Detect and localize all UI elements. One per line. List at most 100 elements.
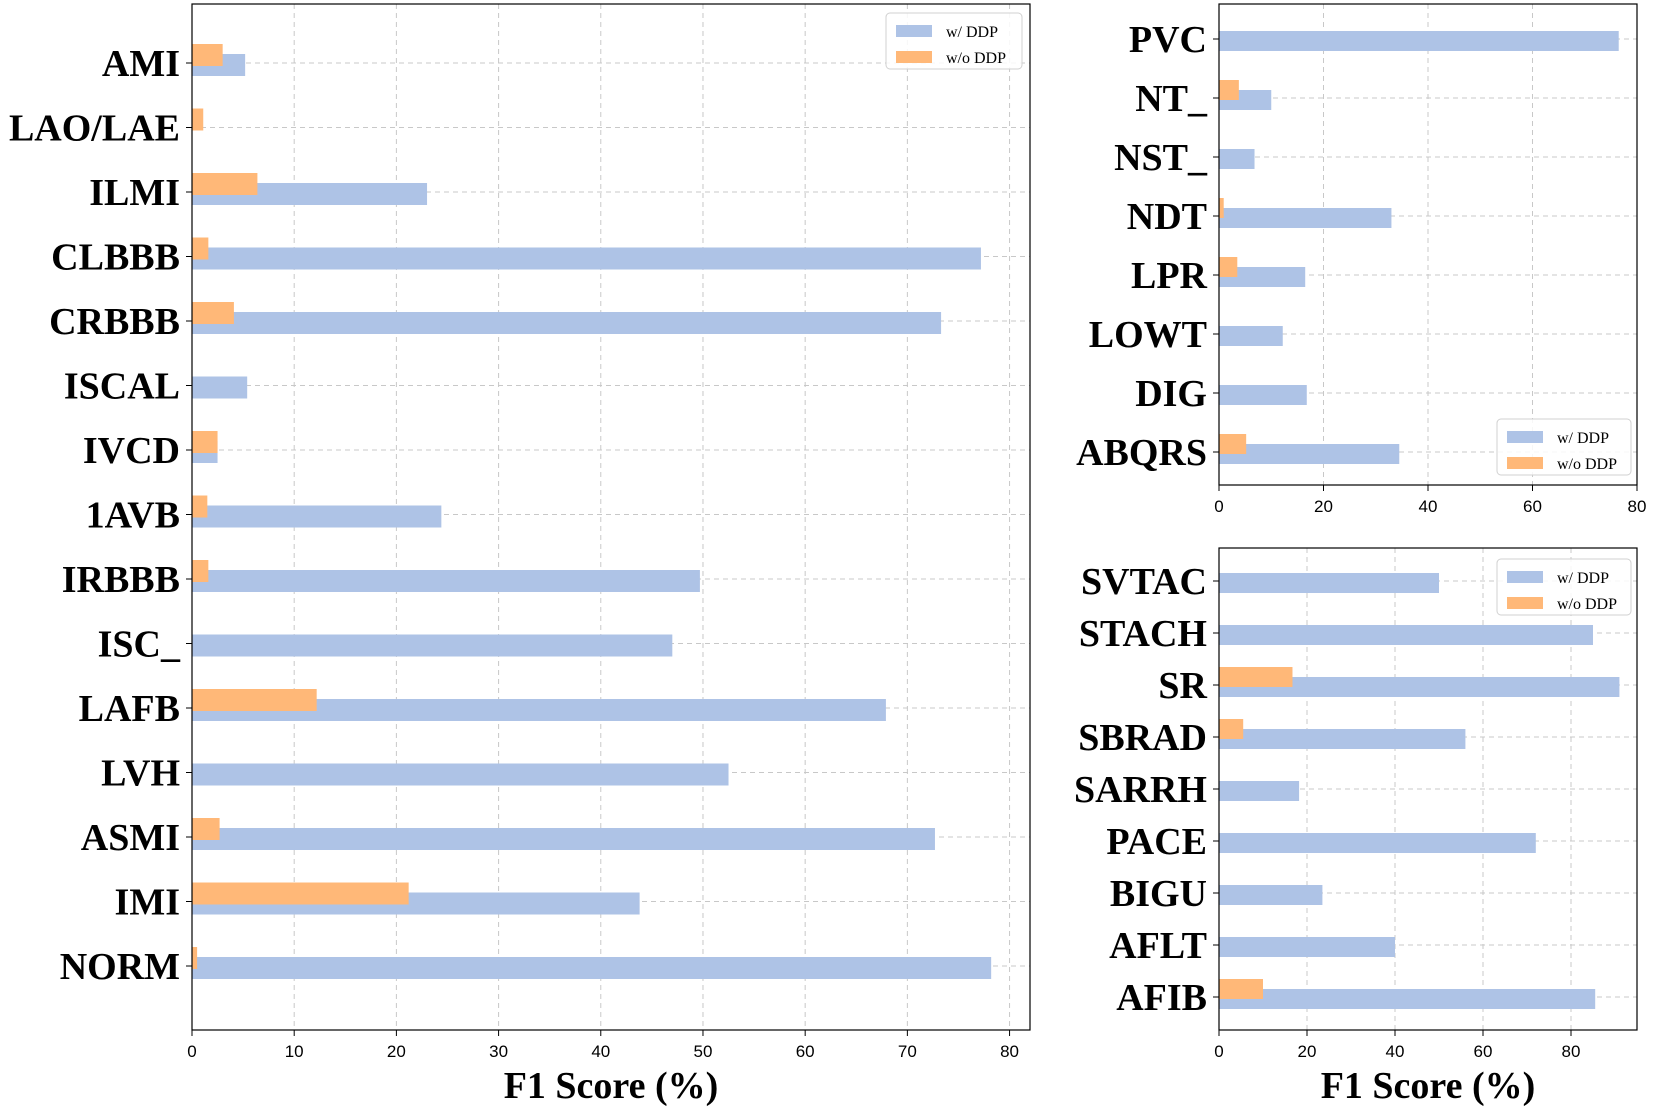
bar-with-ddp [1219,729,1466,749]
legend-label: w/o DDP [946,50,1006,67]
category-label: PVC [1129,19,1207,61]
bar-with-ddp [1219,833,1536,853]
category-label: ILMI [89,172,180,214]
bar-with-ddp [1219,885,1323,905]
x-tick-label: 70 [898,1042,917,1061]
bar-without-ddp [192,431,218,453]
chart-panel-left: AMI LAO/LAE ILMI CLBBB CRBBB ISCAL IVCD 1AVB IRB… [9,3,1031,1107]
legend-label: w/o DDP [1557,596,1617,613]
bar-with-ddp [192,505,442,528]
category-label: IVCD [83,430,180,472]
category-label: ISCAL [64,366,180,408]
category-label: SARRH [1074,769,1207,811]
legend: w/ DDP w/o DDP [1496,418,1632,476]
x-tick-label: 50 [694,1042,713,1061]
category-label: AFLT [1109,925,1207,967]
bar-without-ddp [1219,434,1247,454]
bar-without-ddp [192,302,234,324]
category-label: LPR [1131,255,1208,297]
bar-with-ddp [192,699,886,721]
bar-with-ddp [192,376,248,399]
plot-frame [191,3,1031,1031]
bar-without-ddp [192,237,209,260]
bar-with-ddp [192,634,673,657]
x-tick-label: 20 [1298,1042,1317,1061]
bar-without-ddp [192,495,208,518]
bar-without-ddp [192,947,198,969]
plot-frame [1218,547,1638,1031]
x-tick-label: 60 [1523,497,1542,516]
bar-with-ddp [192,312,942,334]
chart-panel-top-right: PVC NT_ NST_ NDT LPR LOWT DIG ABQRS 0 20 40 60 80 w/ … [1076,3,1646,516]
bar-with-ddp [1219,573,1439,593]
bar-with-ddp [1219,149,1255,169]
category-label: SR [1158,665,1207,707]
x-tick-label: 20 [387,1042,406,1061]
bar-with-ddp [1219,989,1596,1009]
legend-swatch [896,51,932,63]
category-label: NT_ [1135,78,1208,120]
legend: w/ DDP w/o DDP [885,12,1023,70]
bar-without-ddp [1219,257,1238,277]
category-label: AFIB [1116,977,1207,1019]
bar-with-ddp [1219,326,1283,346]
legend-label: w/o DDP [1557,456,1617,473]
legend-swatch [1507,571,1543,583]
category-label: LAO/LAE [9,108,180,150]
category-label: SVTAC [1081,561,1207,603]
x-tick-label: 40 [1419,497,1438,516]
bar-with-ddp [1219,781,1300,801]
x-tick-label: 0 [1214,497,1223,516]
bar-without-ddp [192,560,209,582]
category-label: LAFB [79,688,180,730]
bar-with-ddp [1219,937,1395,957]
legend-swatch [896,25,932,37]
bar-without-ddp [192,882,409,905]
category-label: STACH [1079,613,1207,655]
bar-with-ddp [192,247,981,270]
bar-without-ddp [1219,80,1239,100]
category-label: DIG [1135,373,1207,415]
bar-with-ddp [1219,677,1620,697]
chart-panel-bottom-right: SVTAC STACH SR SBRAD SARRH PACE BIGU AFLT AFIB 0 2… [1074,547,1638,1107]
bar-with-ddp [1219,625,1593,645]
legend-swatch [1507,597,1543,609]
bar-without-ddp [192,108,204,131]
x-tick-label: 80 [1562,1042,1581,1061]
x-tick-label: 0 [1214,1042,1223,1061]
legend: w/ DDP w/o DDP [1496,558,1632,616]
legend-label: w/ DDP [946,24,998,41]
category-label: LVH [101,753,180,795]
category-label: IRBBB [62,559,180,601]
category-label: NST_ [1114,137,1208,179]
x-tick-label: 40 [1386,1042,1405,1061]
x-tick-label: 30 [489,1042,508,1061]
category-label: ABQRS [1076,432,1207,474]
category-label: PACE [1106,821,1207,863]
x-tick-label: 10 [285,1042,304,1061]
category-label: NORM [60,946,180,988]
legend-label: w/ DDP [1557,430,1609,447]
category-label: ASMI [81,817,180,859]
bar-with-ddp [192,828,935,850]
category-label: CRBBB [49,301,180,343]
category-label: SBRAD [1078,717,1207,759]
bar-with-ddp [192,763,729,786]
bar-without-ddp [192,689,317,711]
x-axis-title: F1 Score (%) [504,1065,719,1107]
category-label: NDT [1127,196,1207,238]
x-tick-label: 0 [187,1042,196,1061]
x-tick-label: 40 [591,1042,610,1061]
legend-swatch [1507,457,1543,469]
bar-with-ddp [1219,208,1392,228]
legend-label: w/ DDP [1557,570,1609,587]
x-tick-label: 60 [1474,1042,1493,1061]
x-tick-label: 20 [1314,497,1333,516]
x-axis-title: F1 Score (%) [1321,1065,1536,1107]
category-label: ISC_ [98,624,181,666]
bar-with-ddp [192,957,992,979]
bar-without-ddp [1219,979,1263,999]
bar-without-ddp [192,173,258,195]
x-tick-label: 80 [1000,1042,1019,1061]
